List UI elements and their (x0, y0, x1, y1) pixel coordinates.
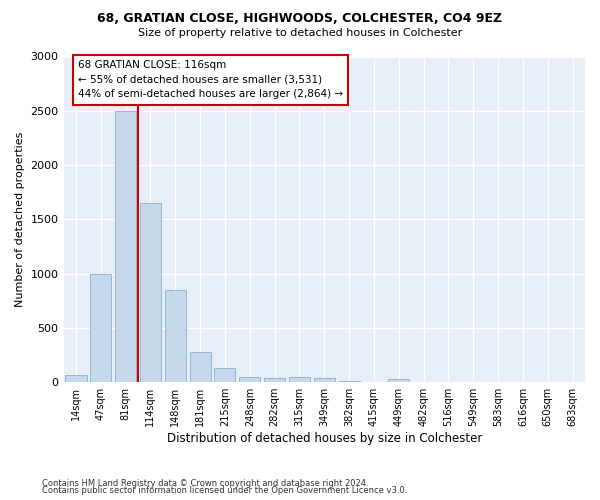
Text: 68, GRATIAN CLOSE, HIGHWOODS, COLCHESTER, CO4 9EZ: 68, GRATIAN CLOSE, HIGHWOODS, COLCHESTER… (97, 12, 503, 26)
Text: Contains public sector information licensed under the Open Government Licence v3: Contains public sector information licen… (42, 486, 407, 495)
Bar (140, 203, 161, 382)
Bar (388, 379, 409, 382)
Bar (115, 111, 136, 382)
Text: 68 GRATIAN CLOSE: 116sqm
← 55% of detached houses are smaller (3,531)
44% of sem: 68 GRATIAN CLOSE: 116sqm ← 55% of detach… (78, 60, 343, 100)
Text: Size of property relative to detached houses in Colchester: Size of property relative to detached ho… (138, 28, 462, 38)
Bar (65, 374, 86, 382)
Bar (90, 274, 112, 382)
Bar (314, 378, 335, 382)
Bar (289, 377, 310, 382)
Bar (165, 290, 186, 382)
Bar (239, 377, 260, 382)
Bar (264, 378, 285, 382)
Bar (190, 352, 211, 382)
X-axis label: Distribution of detached houses by size in Colchester: Distribution of detached houses by size … (167, 432, 482, 445)
Y-axis label: Number of detached properties: Number of detached properties (15, 132, 25, 307)
Bar (214, 368, 235, 382)
Text: Contains HM Land Registry data © Crown copyright and database right 2024.: Contains HM Land Registry data © Crown c… (42, 478, 368, 488)
Bar (338, 381, 359, 382)
